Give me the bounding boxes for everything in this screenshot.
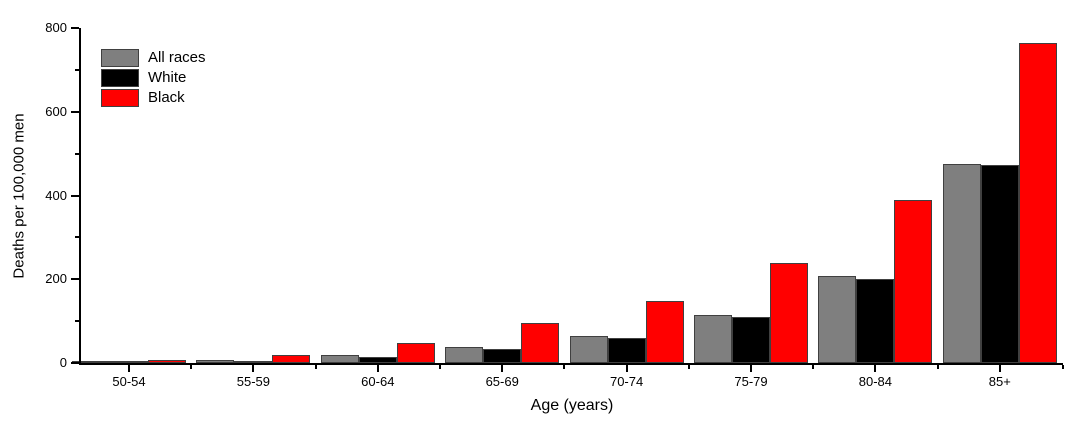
legend-item-all-races: All races	[101, 49, 206, 67]
y-tick-label: 0	[59, 355, 67, 370]
y-minor-tick	[75, 152, 79, 155]
x-minor-tick	[439, 365, 441, 369]
bar-white	[980, 164, 1019, 363]
x-tick-label: 65-69	[485, 374, 519, 389]
x-major-tick	[252, 365, 255, 372]
legend: All races White Black	[101, 49, 206, 107]
x-axis-line	[79, 363, 1063, 365]
bar-white	[856, 279, 895, 363]
y-axis-line	[79, 28, 81, 365]
legend-label-all-races: All races	[148, 49, 206, 66]
bar-white	[358, 356, 397, 363]
x-tick-label: 60-64	[361, 374, 395, 389]
x-tick-label: 85+	[988, 374, 1011, 389]
x-tick-label: 70-74	[609, 374, 644, 389]
y-tick-label: 200	[45, 271, 67, 287]
x-major-tick	[501, 365, 504, 372]
bar-black	[396, 342, 435, 363]
x-minor-tick	[314, 365, 317, 369]
bar-black	[770, 263, 808, 363]
y-tick-label: 400	[45, 187, 67, 203]
bar-black	[1018, 42, 1057, 363]
x-tick-label: 80-84	[858, 374, 893, 389]
x-major-tick	[874, 365, 877, 372]
x-minor-tick	[936, 365, 939, 369]
bar-white	[483, 349, 522, 363]
y-major-tick	[71, 362, 79, 364]
bar-black	[148, 360, 186, 363]
bar-white	[732, 316, 770, 363]
x-major-tick	[750, 365, 752, 372]
bar-black	[521, 323, 560, 363]
x-major-tick	[376, 365, 379, 372]
bar-all-races	[320, 354, 359, 363]
bar-all-races	[694, 314, 732, 363]
y-minor-tick	[75, 68, 79, 71]
y-minor-tick	[75, 236, 79, 239]
x-tick-label: 75-79	[734, 374, 768, 389]
bar-white	[110, 361, 148, 363]
y-tick-label: 600	[45, 103, 67, 119]
x-minor-tick	[1062, 365, 1064, 369]
x-major-tick	[998, 365, 1001, 372]
legend-label-black: Black	[148, 89, 185, 106]
y-major-tick	[71, 194, 79, 197]
bar-all-races	[942, 164, 981, 363]
legend-swatch-all-races	[101, 49, 139, 67]
legend-item-black: Black	[101, 89, 206, 107]
bar-all-races	[445, 347, 484, 363]
y-major-tick	[71, 110, 79, 113]
bar-white	[607, 337, 646, 363]
x-minor-tick	[563, 365, 566, 369]
y-minor-tick	[75, 320, 79, 323]
y-major-tick	[71, 278, 79, 281]
bar-all-races	[569, 335, 608, 363]
legend-swatch-black	[101, 89, 139, 107]
bar-black	[645, 301, 684, 363]
bar-all-races	[196, 359, 235, 363]
x-major-tick	[128, 365, 130, 372]
x-minor-tick	[190, 365, 193, 369]
bar-black	[894, 199, 933, 363]
bar-black	[272, 354, 311, 363]
x-axis-label: Age (years)	[530, 397, 614, 414]
legend-swatch-white	[101, 69, 139, 87]
x-minor-tick	[812, 365, 815, 369]
legend-item-white: White	[101, 69, 206, 87]
x-minor-tick	[687, 365, 690, 369]
y-tick-label: 800	[45, 20, 67, 35]
plot-area: 0 200 400 600 800 50-54 55-59 60-64 65-69 70-74 7…	[45, 20, 1064, 389]
y-major-tick	[71, 27, 79, 29]
legend-label-white: White	[148, 69, 187, 86]
x-major-tick	[625, 365, 628, 372]
x-tick-label: 55-59	[236, 374, 271, 389]
bar-white	[234, 360, 273, 363]
x-tick-label: 50-54	[112, 374, 146, 389]
bar-all-races	[818, 276, 857, 363]
